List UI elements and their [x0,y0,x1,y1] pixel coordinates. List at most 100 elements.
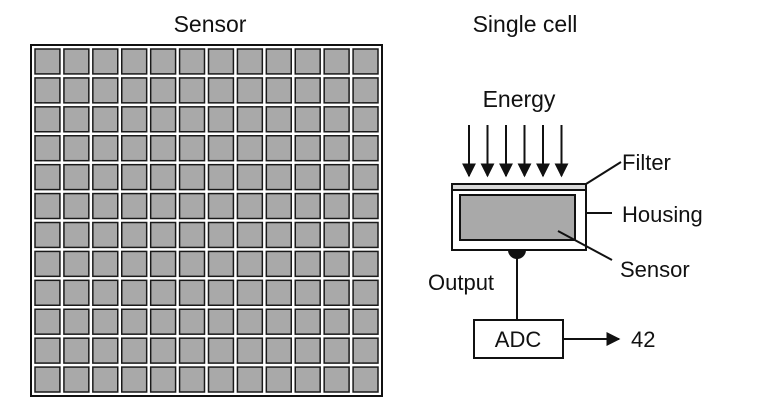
sensor-grid-cell [121,366,148,393]
sensor-grid-cell [323,106,350,133]
sensor-grid-cell [352,48,379,75]
sensor-grid-cell [236,106,264,133]
digital-value: 42 [631,327,655,352]
sensor-grid-cell [323,48,350,75]
sensor-grid-cell [294,135,321,162]
sensor-grid-cell [149,163,177,191]
sensor-grid-cell [92,77,119,104]
sensor-grid-cell [63,337,90,364]
sensor-grid-cell [121,48,148,75]
sensor-grid-cell [207,106,235,133]
sensor-grid-cell [63,192,90,220]
sensor-grid-cell [207,163,235,191]
sensor-grid-cell [121,192,148,220]
sensor-grid-cell [236,366,264,393]
sensor-grid-cell [352,163,379,191]
sensor-grid-cell [34,221,61,249]
sensor-grid-cell [236,163,264,191]
sensor-grid-cell [236,77,264,104]
sensor-grid-cell [265,366,292,393]
adc-label: ADC [495,327,542,352]
sensor-grid-cell [63,163,90,191]
sensor-grid-cell [149,337,177,364]
sensor-grid-cell [352,77,379,104]
sensor-grid-cell [92,135,119,162]
sensor-grid-cell [352,366,379,393]
sensor-grid-cell [34,366,61,393]
sensor-grid-cell [34,48,61,75]
sensor-grid-cell [323,279,350,306]
sensor-grid-cell [92,366,119,393]
sensor-grid-cell [265,192,292,220]
sensor-grid-cell [294,337,321,364]
sensor-grid-cell [92,250,119,278]
sensor-grid-cell [121,337,148,364]
output-label: Output [428,270,494,295]
sensor-grid-cell [207,77,235,104]
sensor-grid-cell [323,192,350,220]
sensor-grid-cell [236,48,264,75]
sensor-grid-cell [294,106,321,133]
sensor-grid-cell [265,221,292,249]
sensor-grid-cell [92,337,119,364]
sensor-grid-cell [34,106,61,133]
sensor-grid-cell [294,308,321,335]
sensor-grid-cell [63,135,90,162]
sensor-grid-cell [207,308,235,335]
sensor-grid-cell [63,48,90,75]
sensor-grid-cell [352,106,379,133]
sensor-callout-line [557,230,613,261]
sensor-grid [30,44,383,397]
sensor-grid-cell [236,279,264,306]
sensor-grid-cell [294,163,321,191]
sensor-grid-cell [294,250,321,278]
filter-callout-line [585,161,622,185]
sensor-grid-cell [178,221,206,249]
sensor-label: Sensor [620,257,690,282]
sensor-grid-cell [323,308,350,335]
sensor-grid-cell [294,221,321,249]
sensor-grid-cell [149,250,177,278]
sensor-grid-cell [63,279,90,306]
sensor-grid-cell [207,135,235,162]
sensor-grid-cell [178,337,206,364]
sensor-grid-cell [294,192,321,220]
sensor-grid-cell [34,192,61,220]
sensor-grid-cell [352,337,379,364]
sensor-grid-cell [92,279,119,306]
sensor-grid-cell [149,308,177,335]
sensor-grid-cell [294,77,321,104]
sensor-grid-cell [121,308,148,335]
sensor-grid-cell [178,77,206,104]
sensor-grid-cell [236,135,264,162]
sensor-grid-cell [121,250,148,278]
sensor-grid-cell [178,250,206,278]
output-connector [508,250,526,259]
sensor-title: Sensor [174,11,247,37]
sensor-grid-cell [178,135,206,162]
sensor-grid-cell [121,135,148,162]
sensor-grid-cell [149,221,177,249]
sensor-grid-cell [236,308,264,335]
sensor-grid-cell [92,163,119,191]
sensor-grid-cell [63,250,90,278]
sensor-grid-cell [207,221,235,249]
sensor-grid-cell [34,308,61,335]
sensor-grid-cell [265,48,292,75]
sensor-grid-cell [178,279,206,306]
sensor-grid-cell [34,77,61,104]
sensor-grid-cell [323,366,350,393]
sensor-grid-cell [323,221,350,249]
sensor-grid-cell [63,366,90,393]
sensor-grid-cell [265,163,292,191]
filter-label: Filter [622,150,671,175]
sensor-grid-cell [323,163,350,191]
sensor-grid-cell [121,221,148,249]
sensor-grid-cell [92,308,119,335]
housing-label: Housing [622,202,703,227]
sensor-grid-cell [207,48,235,75]
sensor-grid-cell [265,77,292,104]
sensor-grid-cell [265,308,292,335]
sensor-grid-cell [236,337,264,364]
